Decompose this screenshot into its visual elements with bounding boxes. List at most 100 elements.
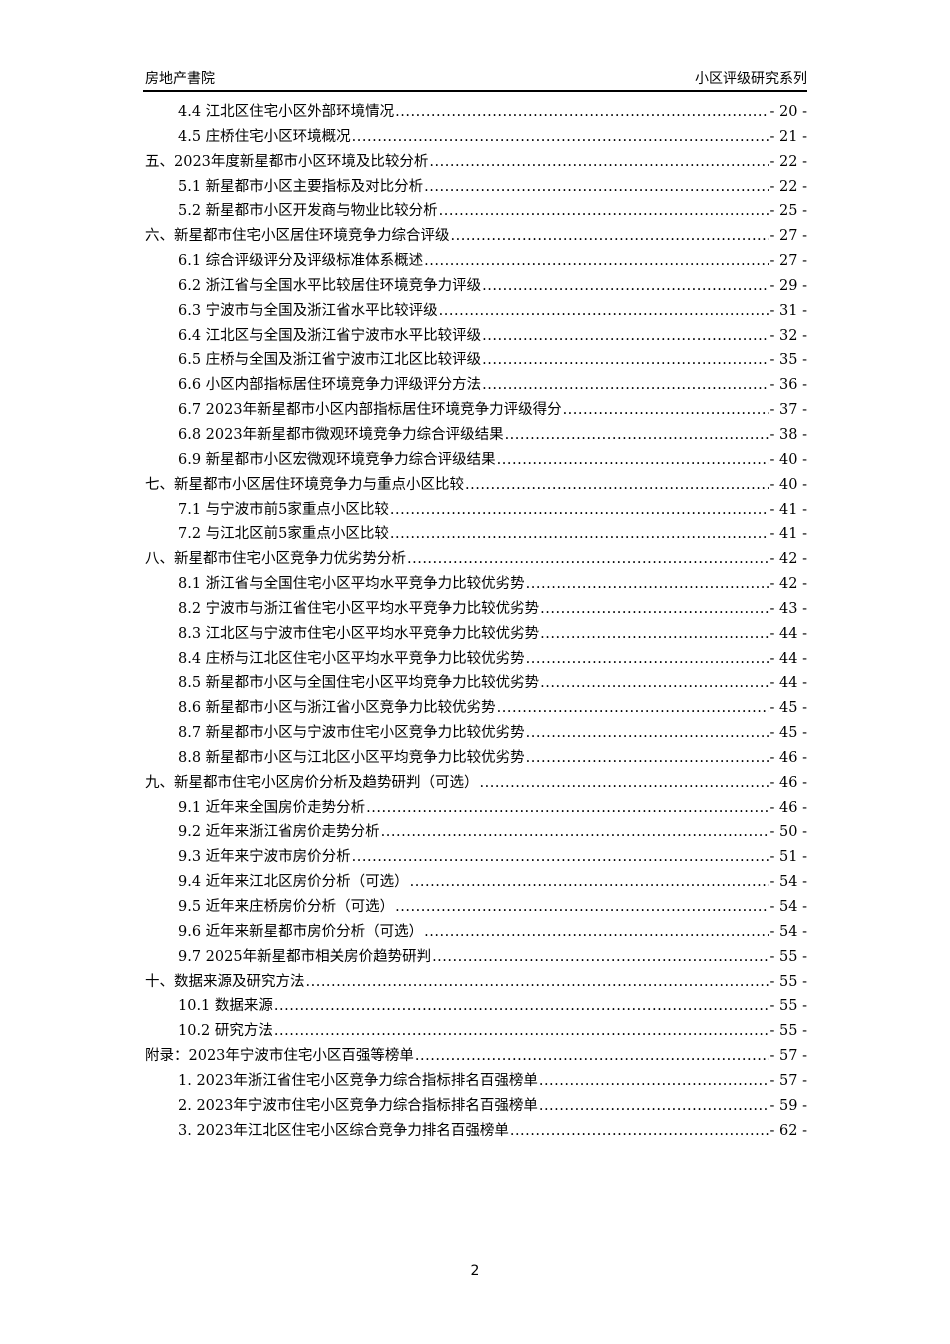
toc-leader-dots xyxy=(306,970,769,995)
toc-entry[interactable]: 8.1 浙江省与全国住宅小区平均水平竞争力比较优劣势 - 42 - xyxy=(145,572,807,597)
toc-entry[interactable]: 9.6 近年来新星都市房价分析（可选） - 54 - xyxy=(145,920,807,945)
toc-entry-page: - 20 - xyxy=(769,104,807,120)
toc-entry-page: - 22 - xyxy=(769,153,807,170)
toc-entry[interactable]: 6.7 2023年新星都市小区内部指标居住环境竞争力评级得分 - 37 - xyxy=(145,398,807,423)
toc-entry-title: 10.1 数据来源 xyxy=(178,998,273,1015)
toc-leader-dots xyxy=(352,125,769,150)
toc-entry[interactable]: 十、数据来源及研究方法 - 55 - xyxy=(145,970,807,995)
toc-entry-page: - 55 - xyxy=(769,1023,807,1040)
toc-entry-page: - 41 - xyxy=(769,526,807,543)
toc-entry[interactable]: 8.5 新星都市小区与全国住宅小区平均竞争力比较优劣势 - 44 - xyxy=(145,671,807,696)
toc-entry-title: 8.7 新星都市小区与宁波市住宅小区竞争力比较优劣势 xyxy=(178,725,525,742)
toc-entry[interactable]: 六、新星都市住宅小区居住环境竞争力综合评级 - 27 - xyxy=(145,224,807,249)
toc-entry-page: - 38 - xyxy=(769,426,807,443)
toc-entry[interactable]: 8.7 新星都市小区与宁波市住宅小区竞争力比较优劣势 - 45 - xyxy=(145,721,807,746)
toc-entry[interactable]: 2. 2023年宁波市住宅小区竞争力综合指标排名百强榜单 - 59 - xyxy=(145,1094,807,1119)
toc-entry-title: 9.4 近年来江北区房价分析（可选） xyxy=(178,874,409,891)
toc-entry[interactable]: 10.2 研究方法 - 55 - xyxy=(145,1019,807,1044)
toc-leader-dots xyxy=(505,423,769,448)
toc-entry[interactable]: 6.6 小区内部指标居住环境竞争力评级评分方法 - 36 - xyxy=(145,373,807,398)
toc-entry-page: - 35 - xyxy=(769,352,807,369)
toc-leader-dots xyxy=(540,597,768,622)
toc-leader-dots xyxy=(274,1019,769,1044)
toc-leader-dots xyxy=(366,796,768,821)
toc-entry-page: - 55 - xyxy=(769,948,807,965)
toc-entry-title: 8.1 浙江省与全国住宅小区平均水平竞争力比较优劣势 xyxy=(178,576,525,593)
toc-entry-title: 9.3 近年来宁波市房价分析 xyxy=(178,849,351,866)
toc-entry[interactable]: 8.4 庄桥与江北区住宅小区平均水平竞争力比较优劣势 - 44 - xyxy=(145,647,807,672)
toc-entry[interactable]: 五、2023年度新星都市小区环境及比较分析 - 22 - xyxy=(145,150,807,175)
toc-entry-title: 七、新星都市小区居住环境竞争力与重点小区比较 xyxy=(145,476,464,493)
toc-entry-page: - 42 - xyxy=(769,551,807,568)
toc-entry-page: - 46 - xyxy=(769,774,807,791)
toc-entry[interactable]: 1. 2023年浙江省住宅小区竞争力综合指标排名百强榜单 - 57 - xyxy=(145,1069,807,1094)
toc-entry-title: 4.4 江北区住宅小区外部环境情况 xyxy=(178,104,395,120)
toc-entry-title: 6.5 庄桥与全国及浙江省宁波市江北区比较评级 xyxy=(178,352,482,369)
toc-entry-page: - 59 - xyxy=(769,1097,807,1114)
toc-entry[interactable]: 9.4 近年来江北区房价分析（可选） - 54 - xyxy=(145,870,807,895)
toc-entry[interactable]: 6.3 宁波市与全国及浙江省水平比较评级 - 31 - xyxy=(145,299,807,324)
toc-entry-title: 8.5 新星都市小区与全国住宅小区平均竞争力比较优劣势 xyxy=(178,675,540,692)
toc-entry[interactable]: 九、新星都市住宅小区房价分析及趋势研判（可选） - 46 - xyxy=(145,771,807,796)
toc-entry-page: - 46 - xyxy=(769,799,807,816)
toc-entry[interactable]: 7.1 与宁波市前5家重点小区比较 - 41 - xyxy=(145,498,807,523)
toc-entry-page: - 46 - xyxy=(769,749,807,766)
toc-entry-page: - 36 - xyxy=(769,377,807,394)
toc-leader-dots xyxy=(390,498,769,523)
toc-entry[interactable]: 9.1 近年来全国房价走势分析 - 46 - xyxy=(145,796,807,821)
toc-entry-page: - 37 - xyxy=(769,402,807,419)
toc-entry[interactable]: 9.3 近年来宁波市房价分析 - 51 - xyxy=(145,845,807,870)
toc-leader-dots xyxy=(526,721,769,746)
toc-leader-dots xyxy=(497,448,769,473)
toc-entry-page: - 44 - xyxy=(769,675,807,692)
toc-leader-dots xyxy=(390,522,769,547)
toc-entry-title: 6.1 综合评级评分及评级标准体系概述 xyxy=(178,253,424,270)
toc-entry[interactable]: 6.1 综合评级评分及评级标准体系概述 - 27 - xyxy=(145,249,807,274)
toc-entry[interactable]: 4.4 江北区住宅小区外部环境情况 - 20 - xyxy=(145,100,807,125)
toc-entry[interactable]: 七、新星都市小区居住环境竞争力与重点小区比较 - 40 - xyxy=(145,473,807,498)
toc-entry[interactable]: 8.3 江北区与宁波市住宅小区平均水平竞争力比较优劣势 - 44 - xyxy=(145,622,807,647)
toc-entry-title: 6.7 2023年新星都市小区内部指标居住环境竞争力评级得分 xyxy=(178,402,562,419)
table-of-contents: 4.4 江北区住宅小区外部环境情况 - 20 - 4.5 庄桥住宅小区环境概况 - 2… xyxy=(145,100,807,1143)
toc-entry[interactable]: 6.5 庄桥与全国及浙江省宁波市江北区比较评级 - 35 - xyxy=(145,348,807,373)
toc-leader-dots xyxy=(480,771,769,796)
toc-entry-title: 6.9 新星都市小区宏微观环境竞争力综合评级结果 xyxy=(178,451,496,468)
toc-entry-page: - 42 - xyxy=(769,576,807,593)
toc-entry[interactable]: 7.2 与江北区前5家重点小区比较 - 41 - xyxy=(145,522,807,547)
toc-entry-page: - 54 - xyxy=(769,923,807,940)
toc-entry[interactable]: 5.1 新星都市小区主要指标及对比分析 - 22 - xyxy=(145,175,807,200)
toc-entry[interactable]: 八、新星都市住宅小区竞争力优劣势分析 - 42 - xyxy=(145,547,807,572)
toc-entry-page: - 62 - xyxy=(769,1122,807,1139)
toc-leader-dots xyxy=(482,324,768,349)
toc-entry[interactable]: 6.4 江北区与全国及浙江省宁波市水平比较评级 - 32 - xyxy=(145,324,807,349)
toc-entry-title: 7.1 与宁波市前5家重点小区比较 xyxy=(178,501,389,518)
toc-entry[interactable]: 6.2 浙江省与全国水平比较居住环境竞争力评级 - 29 - xyxy=(145,274,807,299)
toc-entry-page: - 32 - xyxy=(769,327,807,344)
toc-entry[interactable]: 3. 2023年江北区住宅小区综合竞争力排名百强榜单 - 62 - xyxy=(145,1119,807,1144)
toc-entry-title: 6.3 宁波市与全国及浙江省水平比较评级 xyxy=(178,302,438,319)
toc-entry[interactable]: 附录：2023年宁波市住宅小区百强等榜单 - 57 - xyxy=(145,1044,807,1069)
toc-entry-title: 九、新星都市住宅小区房价分析及趋势研判（可选） xyxy=(145,774,479,791)
toc-entry[interactable]: 8.6 新星都市小区与浙江省小区竞争力比较优劣势 - 45 - xyxy=(145,696,807,721)
toc-entry[interactable]: 6.8 2023年新星都市微观环境竞争力综合评级结果 - 38 - xyxy=(145,423,807,448)
toc-leader-dots xyxy=(432,945,768,970)
toc-entry[interactable]: 5.2 新星都市小区开发商与物业比较分析 - 25 - xyxy=(145,199,807,224)
toc-entry[interactable]: 4.5 庄桥住宅小区环境概况 - 21 - xyxy=(145,125,807,150)
toc-entry-title: 9.7 2025年新星都市相关房价趋势研判 xyxy=(178,948,432,965)
toc-entry-page: - 57 - xyxy=(769,1072,807,1089)
toc-entry-page: - 45 - xyxy=(769,725,807,742)
toc-entry[interactable]: 9.7 2025年新星都市相关房价趋势研判 - 55 - xyxy=(145,945,807,970)
toc-entry[interactable]: 9.5 近年来庄桥房价分析（可选） - 54 - xyxy=(145,895,807,920)
toc-entry[interactable]: 9.2 近年来浙江省房价走势分析 - 50 - xyxy=(145,820,807,845)
toc-entry-title: 9.6 近年来新星都市房价分析（可选） xyxy=(178,923,424,940)
toc-entry-title: 4.5 庄桥住宅小区环境概况 xyxy=(178,128,351,145)
toc-leader-dots xyxy=(395,100,768,125)
toc-entry[interactable]: 6.9 新星都市小区宏微观环境竞争力综合评级结果 - 40 - xyxy=(145,448,807,473)
toc-leader-dots xyxy=(395,895,768,920)
toc-leader-dots xyxy=(424,920,768,945)
toc-entry[interactable]: 8.8 新星都市小区与江北区小区平均竞争力比较优劣势 - 46 - xyxy=(145,746,807,771)
page-number: 2 xyxy=(470,1263,480,1279)
toc-entry[interactable]: 10.1 数据来源 - 55 - xyxy=(145,994,807,1019)
header-left: 房地产書院 xyxy=(145,71,215,87)
toc-entry[interactable]: 8.2 宁波市与浙江省住宅小区平均水平竞争力比较优劣势 - 43 - xyxy=(145,597,807,622)
